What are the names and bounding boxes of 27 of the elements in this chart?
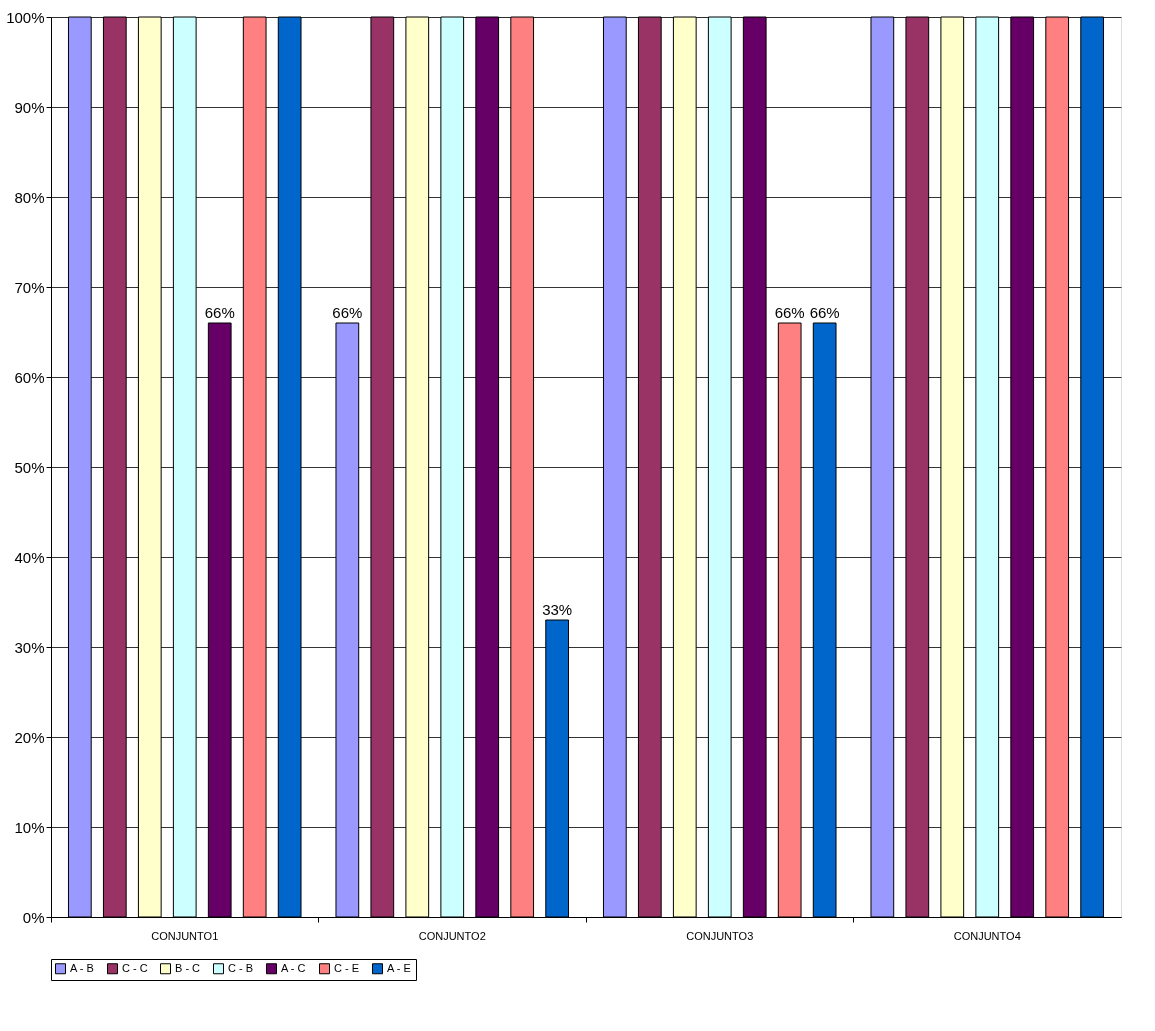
data-label: 66% xyxy=(204,304,235,321)
data-label: 66% xyxy=(774,304,805,321)
y-tick-label: 30% xyxy=(14,638,45,656)
data-label: 66% xyxy=(332,304,363,321)
legend-label: C - E xyxy=(334,961,360,974)
legend-label: C - B xyxy=(228,961,254,974)
data-label: 66% xyxy=(809,304,840,321)
y-tick-label: 80% xyxy=(14,188,45,206)
legend-label: A - C xyxy=(281,961,306,974)
legend-label: A - E xyxy=(387,961,411,974)
legend-label: B - C xyxy=(175,961,201,974)
y-tick-label: 10% xyxy=(14,818,45,836)
y-tick-label: 20% xyxy=(14,728,45,746)
x-tick-label: CONJUNTO2 xyxy=(418,929,486,942)
y-tick-label: 0% xyxy=(22,908,45,926)
y-tick-label: 70% xyxy=(14,278,45,296)
x-tick-label: CONJUNTO4 xyxy=(953,929,1021,942)
data-label: 33% xyxy=(542,601,573,618)
y-tick-label: 40% xyxy=(14,548,45,566)
y-tick-label: 50% xyxy=(14,458,45,476)
y-tick-label: 60% xyxy=(14,368,45,386)
legend-label: A - B xyxy=(70,961,94,974)
x-tick-label: CONJUNTO1 xyxy=(151,929,219,942)
y-tick-label: 100% xyxy=(6,8,45,26)
x-tick-label: CONJUNTO3 xyxy=(686,929,754,942)
legend-label: C - C xyxy=(122,961,148,974)
y-tick-label: 90% xyxy=(14,98,45,116)
